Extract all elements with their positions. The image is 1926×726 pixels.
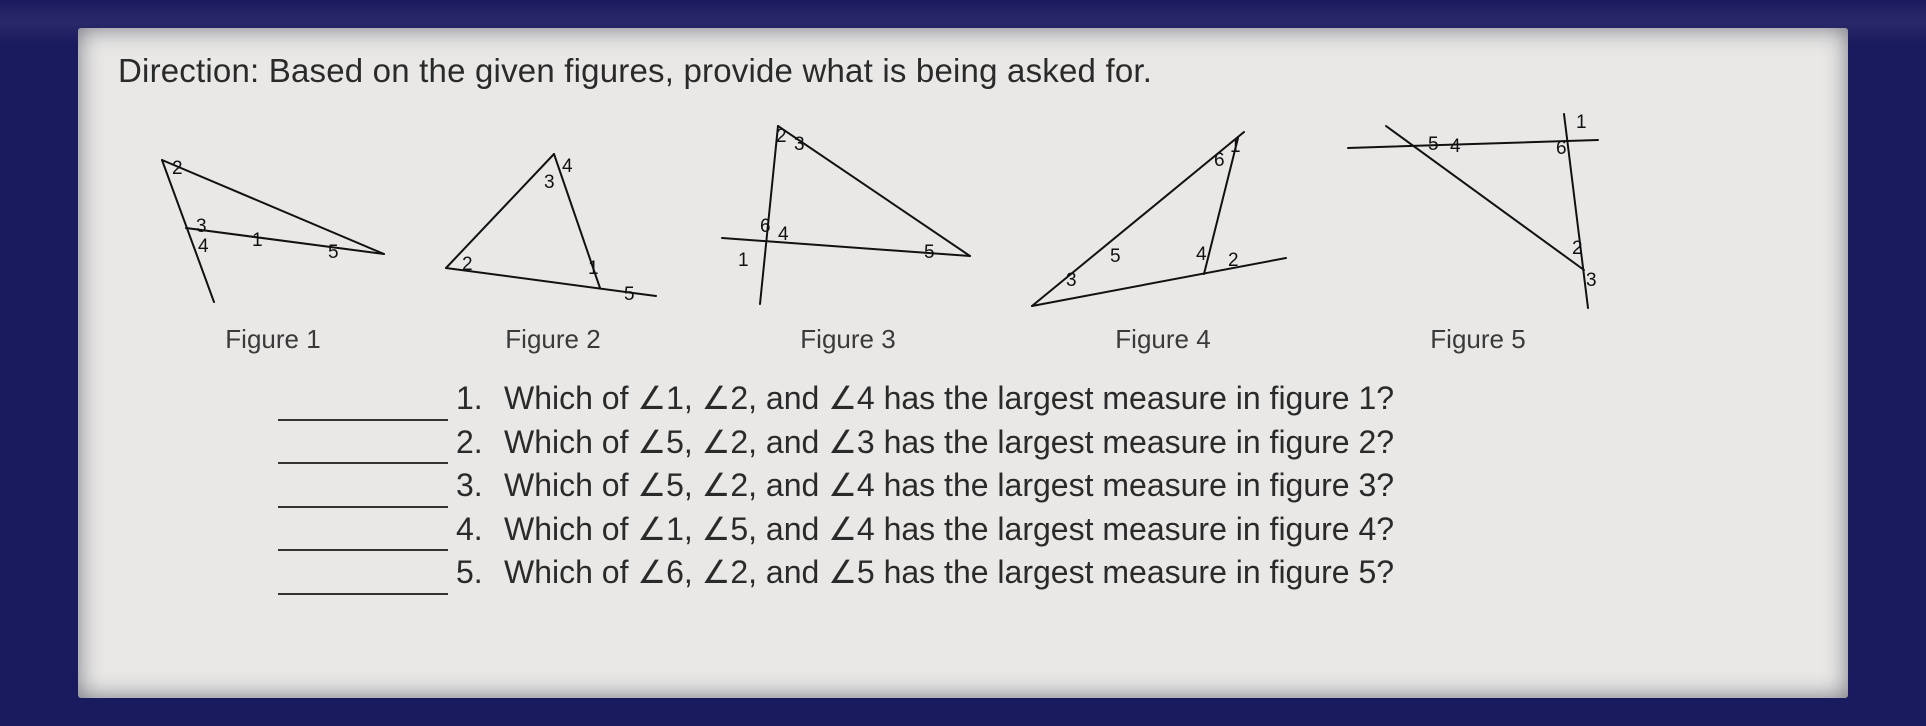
question-row: 2. Which of ∠5, ∠2, and ∠3 has the large… <box>278 421 1808 465</box>
angle-label: 5 <box>924 242 935 263</box>
figure-1-svg: 2 3 4 1 5 <box>148 148 398 318</box>
angle-label: 2 <box>172 158 183 179</box>
angle-label: 4 <box>198 236 209 257</box>
angle-label: 5 <box>624 284 635 305</box>
answer-blank[interactable] <box>278 425 448 464</box>
figure-2: 2 3 4 1 5 Figure 2 <box>428 148 678 355</box>
angle-label: 3 <box>544 172 555 193</box>
angle-label: 2 <box>776 126 787 147</box>
questions-list: 1. Which of ∠1, ∠2, and ∠4 has the large… <box>278 377 1808 595</box>
figure-4-svg: 1 6 5 3 4 2 <box>1018 108 1308 318</box>
angle-label: 2 <box>1572 238 1583 259</box>
angle-label: 1 <box>588 258 599 279</box>
angle-label: 1 <box>252 230 263 251</box>
figure-4: 1 6 5 3 4 2 Figure 4 <box>1018 108 1308 355</box>
question-row: 1. Which of ∠1, ∠2, and ∠4 has the large… <box>278 377 1808 421</box>
question-number: 4. <box>456 508 504 552</box>
angle-label: 6 <box>760 216 771 237</box>
angle-label: 2 <box>1228 250 1239 271</box>
angle-label: 1 <box>1576 112 1587 133</box>
figure-2-svg: 2 3 4 1 5 <box>428 148 678 318</box>
angle-label: 4 <box>1196 244 1207 265</box>
question-number: 3. <box>456 464 504 508</box>
question-text: Which of ∠5, ∠2, and ∠4 has the largest … <box>504 464 1394 508</box>
figure-5-svg: 5 4 1 6 2 3 <box>1338 108 1618 318</box>
angle-label: 3 <box>1066 270 1077 291</box>
direction-text: Direction: Based on the given figures, p… <box>118 52 1808 90</box>
angle-label: 6 <box>1556 138 1567 159</box>
figures-row: 2 3 4 1 5 Figure 1 2 3 4 1 5 Figure 2 <box>148 108 1808 355</box>
question-text: Which of ∠1, ∠2, and ∠4 has the largest … <box>504 377 1394 421</box>
answer-blank[interactable] <box>278 512 448 551</box>
question-number: 5. <box>456 551 504 595</box>
angle-label: 5 <box>328 242 339 263</box>
worksheet-page: Direction: Based on the given figures, p… <box>78 28 1848 698</box>
angle-label: 1 <box>738 250 749 271</box>
answer-blank[interactable] <box>278 469 448 508</box>
figure-1-caption: Figure 1 <box>225 324 320 355</box>
angle-label: 2 <box>462 254 473 275</box>
answer-blank[interactable] <box>278 556 448 595</box>
angle-label: 4 <box>778 224 789 245</box>
question-text: Which of ∠1, ∠5, and ∠4 has the largest … <box>504 508 1394 552</box>
question-row: 4. Which of ∠1, ∠5, and ∠4 has the large… <box>278 508 1808 552</box>
angle-label: 5 <box>1428 134 1439 155</box>
angle-label: 4 <box>562 156 573 177</box>
angle-label: 3 <box>1586 270 1597 291</box>
question-text: Which of ∠5, ∠2, and ∠3 has the largest … <box>504 421 1394 465</box>
figure-5-caption: Figure 5 <box>1430 324 1525 355</box>
figure-4-caption: Figure 4 <box>1115 324 1210 355</box>
angle-label: 6 <box>1214 150 1225 171</box>
question-number: 2. <box>456 421 504 465</box>
figure-2-caption: Figure 2 <box>505 324 600 355</box>
question-row: 3. Which of ∠5, ∠2, and ∠4 has the large… <box>278 464 1808 508</box>
figure-3: 2 3 6 4 1 5 Figure 3 <box>708 108 988 355</box>
angle-label: 4 <box>1450 136 1461 157</box>
angle-label: 5 <box>1110 246 1121 267</box>
angle-label: 3 <box>196 216 207 237</box>
figure-1: 2 3 4 1 5 Figure 1 <box>148 148 398 355</box>
figure-3-svg: 2 3 6 4 1 5 <box>708 108 988 318</box>
figure-5: 5 4 1 6 2 3 Figure 5 <box>1338 108 1618 355</box>
question-number: 1. <box>456 377 504 421</box>
question-row: 5. Which of ∠6, ∠2, and ∠5 has the large… <box>278 551 1808 595</box>
question-text: Which of ∠6, ∠2, and ∠5 has the largest … <box>504 551 1394 595</box>
figure-3-caption: Figure 3 <box>800 324 895 355</box>
answer-blank[interactable] <box>278 382 448 421</box>
angle-label: 1 <box>1230 136 1241 157</box>
angle-label: 3 <box>794 134 805 155</box>
